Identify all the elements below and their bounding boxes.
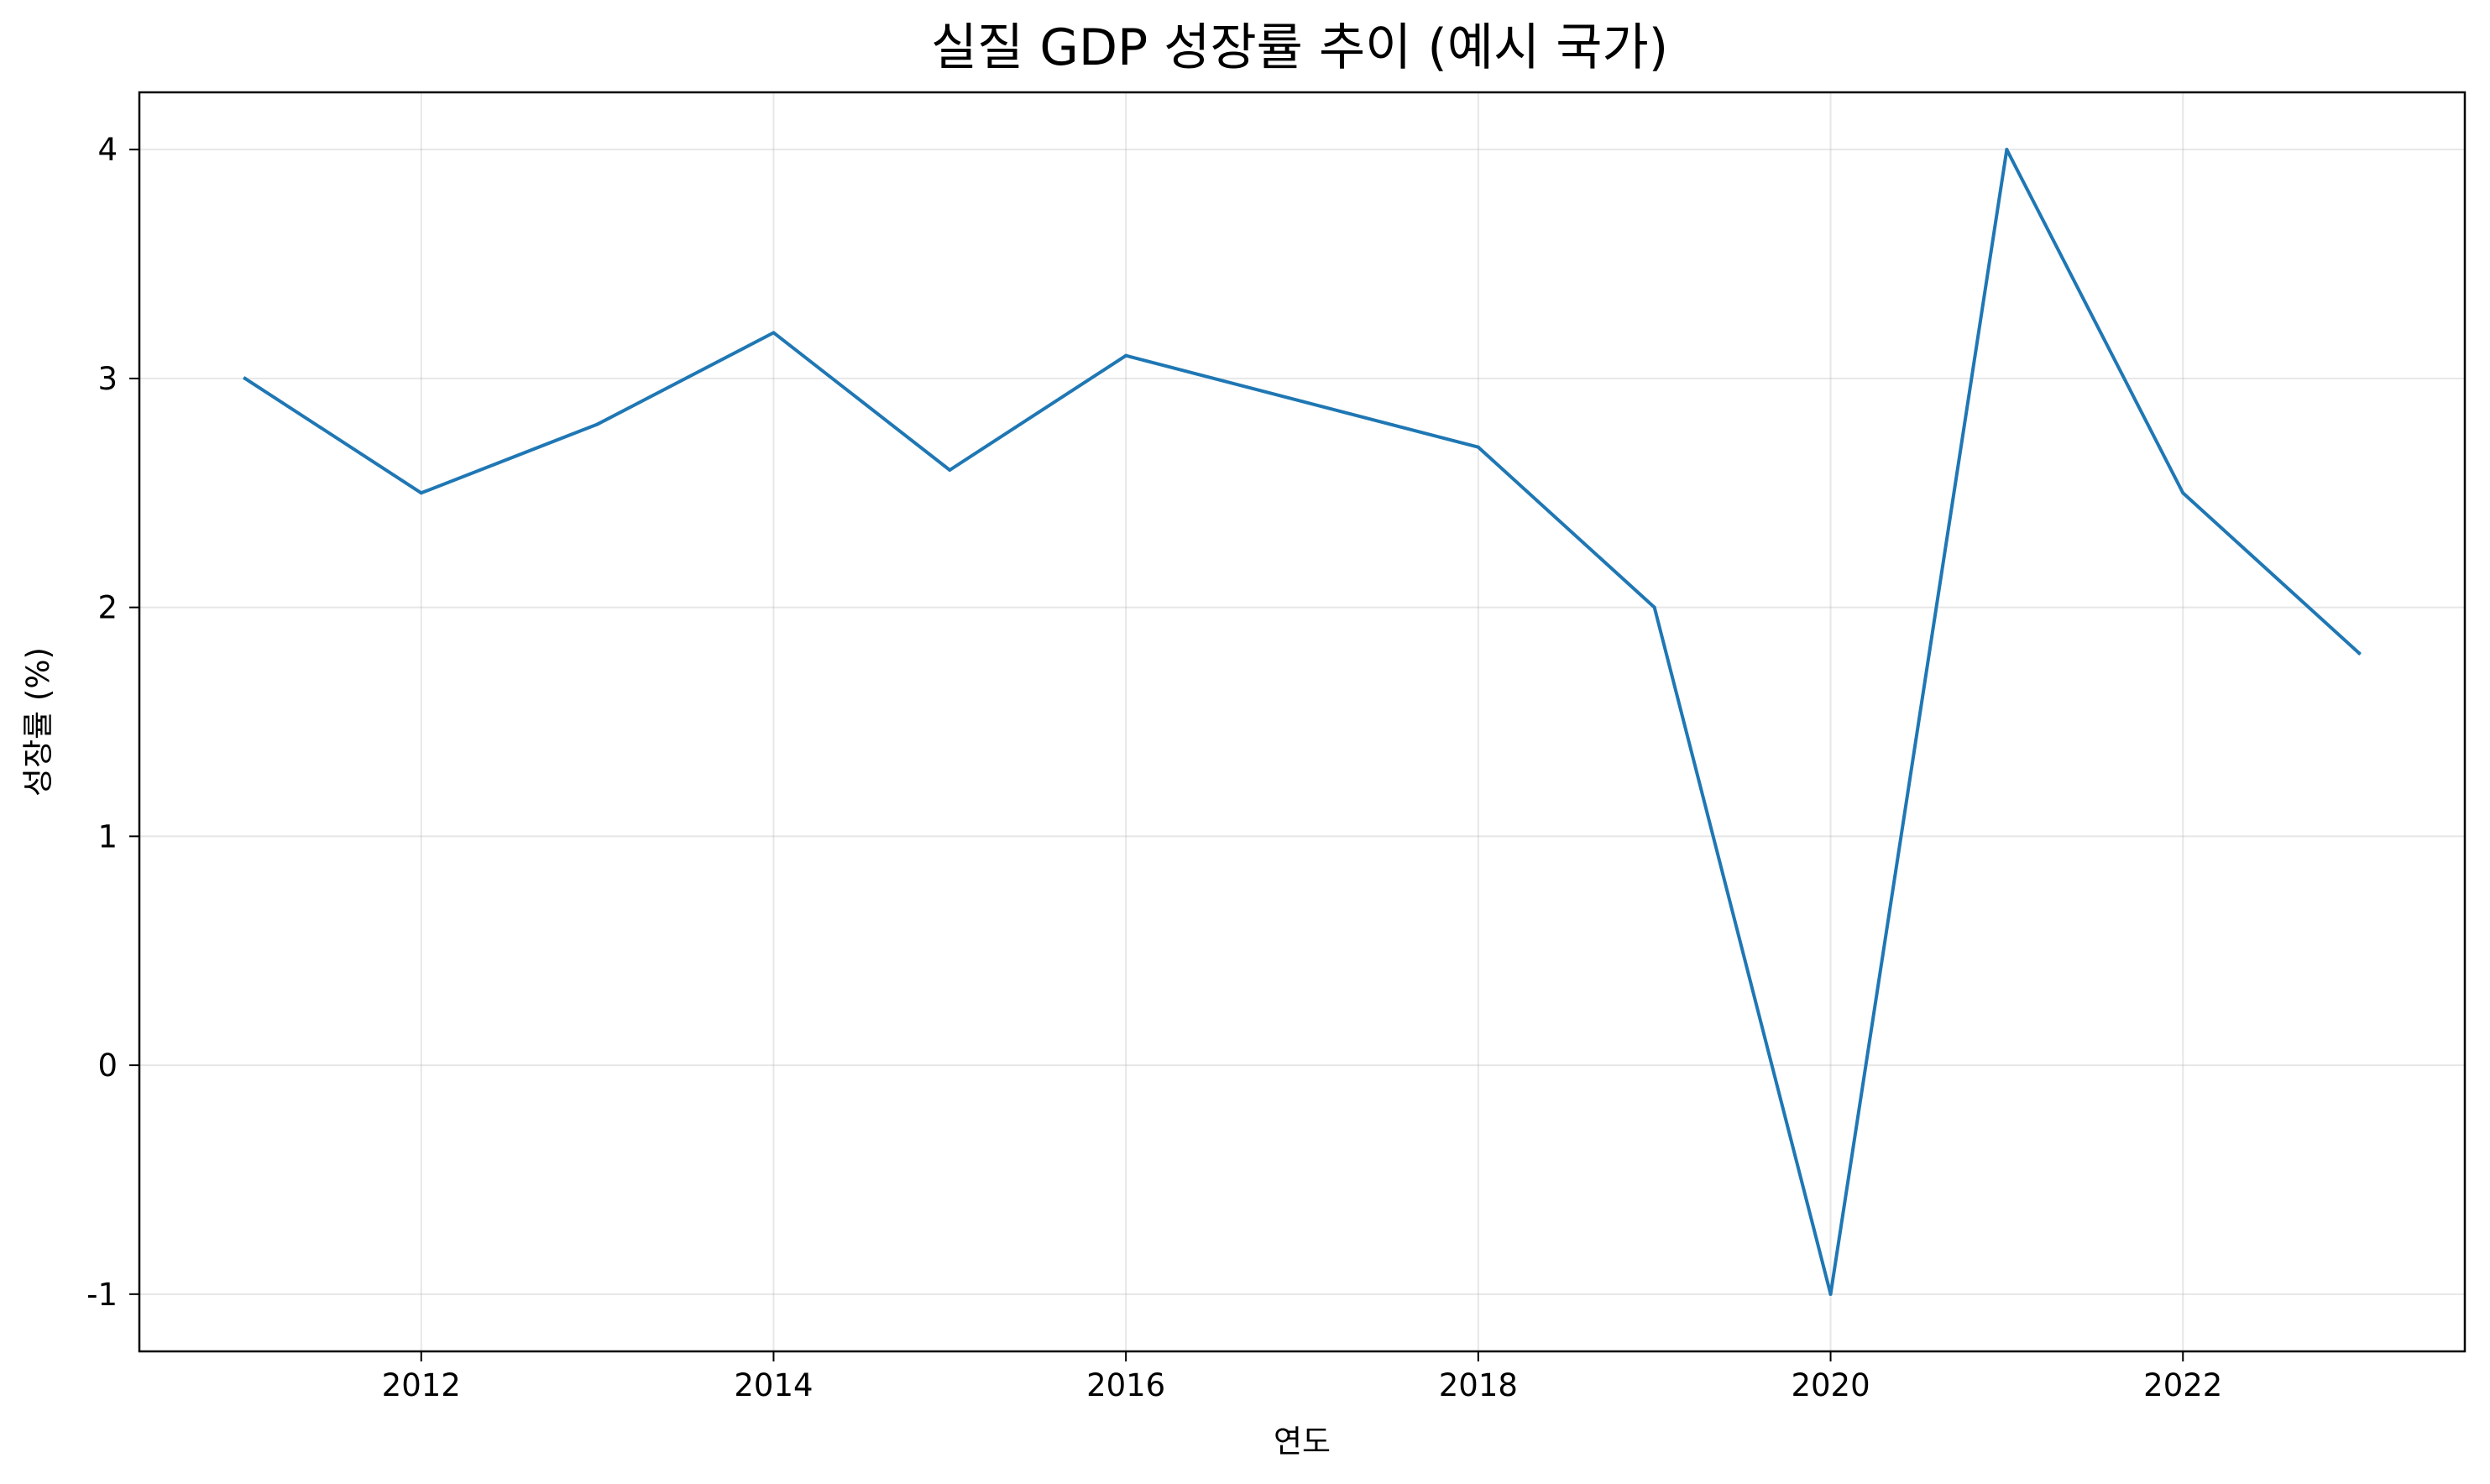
plot-frame [138,91,2466,1353]
grid-layer [139,92,2465,1351]
y-tick-label: 3 [97,361,118,397]
data-point [419,491,423,495]
y-axis-title: 성장률 (%) [20,647,56,797]
data-point [1828,1292,1833,1296]
data-point [1300,400,1304,404]
x-tick-label: 2022 [2143,1367,2222,1403]
data-point [2357,651,2362,656]
data-point [1124,353,1128,358]
data-point [2181,491,2185,495]
data-point [948,468,952,472]
x-axis-title: 연도 [1274,1424,1331,1460]
chart-title: 실질 GDP 성장률 추이 (예시 국가) [931,18,1668,77]
y-tick-label: 2 [97,590,118,626]
x-tick-label: 2016 [1086,1367,1165,1403]
data-point [1476,445,1480,449]
x-tick-label: 2014 [734,1367,813,1403]
data-point [243,376,247,380]
x-axis: 2012 2014 2016 2018 2020 2022 [382,1351,2222,1403]
y-axis: -1 0 1 2 3 4 [86,132,139,1313]
data-point [1652,605,1656,609]
x-tick-label: 2012 [382,1367,461,1403]
series-layer [243,148,2362,1296]
y-tick-label: 4 [97,132,118,168]
data-point [595,422,599,426]
y-tick-label: 0 [97,1048,118,1084]
y-tick-label: 1 [97,818,118,854]
y-tick-label: -1 [86,1277,118,1313]
data-point [772,331,776,335]
x-tick-label: 2018 [1439,1367,1518,1403]
data-point [2005,148,2009,152]
x-tick-label: 2020 [1791,1367,1870,1403]
